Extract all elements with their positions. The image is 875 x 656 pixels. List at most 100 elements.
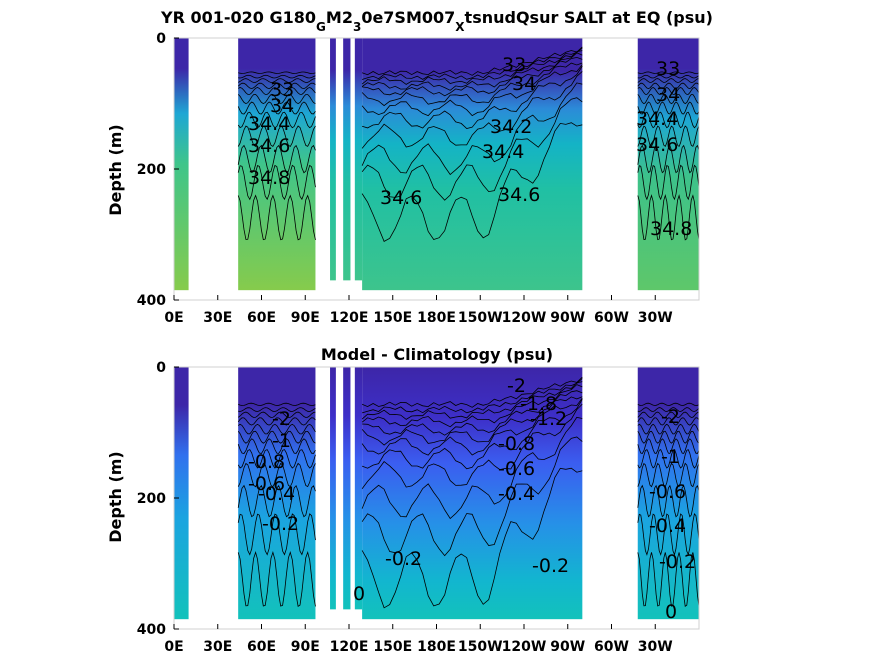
contour-line xyxy=(637,402,700,406)
x-tick-label: 30E xyxy=(203,310,232,326)
contour-line xyxy=(237,513,316,556)
ocean-block xyxy=(330,38,336,281)
x-tick-label: 0E xyxy=(164,639,183,655)
x-tick-label: 60E xyxy=(247,639,276,655)
contour-line xyxy=(361,65,583,129)
y-tick-label: 400 xyxy=(137,293,166,309)
contour-line xyxy=(637,164,700,201)
contour-line xyxy=(637,484,700,518)
x-tick-label: 150W xyxy=(458,639,503,655)
contour-label: 34 xyxy=(270,95,294,117)
contour-line xyxy=(637,144,700,174)
panel2-plot: 0E 30E 60E 90E 120E 150E 180E 150W 120W 90W 60W 30W… xyxy=(137,360,700,655)
y-tick-label: 0 xyxy=(156,360,166,376)
contour-line xyxy=(361,47,583,80)
y-tick-label: 200 xyxy=(137,491,166,507)
contour-label: -0.6 xyxy=(248,473,285,495)
x-tick-label: 30W xyxy=(638,639,673,655)
contour-line xyxy=(238,71,316,74)
contour-line xyxy=(238,407,316,412)
contour-line xyxy=(362,56,583,97)
title-part-4: 3 xyxy=(353,20,361,34)
contour-line xyxy=(637,101,700,115)
x-tick-label: 60W xyxy=(594,310,629,326)
contour-line xyxy=(637,462,700,488)
title-part-2: G xyxy=(316,20,326,34)
contour-line xyxy=(637,93,700,105)
contour-label: 34.4 xyxy=(248,113,290,135)
ocean-block xyxy=(354,38,363,281)
contour-line xyxy=(362,390,583,436)
x-tick-label: 150W xyxy=(458,310,503,326)
panel2-ylabel: Depth (m) xyxy=(106,451,125,543)
panel1-plot: 0E 30E 60E 90E 120E 150E 180E 150W 120W 90W 60W 30W… xyxy=(137,31,700,326)
contour-label: -0.8 xyxy=(498,433,535,455)
contour-line xyxy=(637,87,700,95)
contour-line xyxy=(637,430,700,444)
ocean-block xyxy=(330,367,336,610)
contour-label: 34.4 xyxy=(636,108,678,130)
contour-label: -0.4 xyxy=(258,483,295,505)
contour-label: -2 xyxy=(507,375,526,397)
contour-label: 34.6 xyxy=(380,187,422,209)
contour-label: -2 xyxy=(661,406,680,428)
contour-label: 34.2 xyxy=(490,116,532,138)
x-tick-label: 90E xyxy=(291,639,320,655)
contour-line xyxy=(237,101,316,115)
contour-label: 33 xyxy=(270,79,294,101)
contour-line xyxy=(637,513,700,556)
contour-line xyxy=(237,423,316,435)
contour-line xyxy=(237,551,316,607)
ocean-block xyxy=(354,367,363,610)
contour-line xyxy=(361,122,583,242)
x-tick-label: 60E xyxy=(247,310,276,326)
contour-line xyxy=(237,144,316,174)
x-tick-label: 120E xyxy=(330,310,369,326)
contour-line xyxy=(361,50,583,85)
panel1-ylabel: Depth (m) xyxy=(106,124,125,216)
contour-line xyxy=(637,438,700,454)
ocean-block xyxy=(174,38,189,291)
x-tick-label: 90W xyxy=(550,639,585,655)
contour-line xyxy=(238,402,316,406)
contour-label: -0.6 xyxy=(498,458,535,480)
contour-label: -0.2 xyxy=(262,513,299,535)
panel1-title: YR 001-020 G180GM230e7SM007XtsnudQsur SA… xyxy=(160,8,713,34)
x-tick-label: 90E xyxy=(291,310,320,326)
contour-line xyxy=(237,449,316,469)
contour-label: 34 xyxy=(656,84,680,106)
title-part-7: tsnudQsur SALT at EQ (psu) xyxy=(465,8,713,27)
x-tick-label: 150E xyxy=(373,310,412,326)
ocean-block xyxy=(362,38,583,291)
contour-line xyxy=(361,71,583,149)
title-part-3: M2 xyxy=(326,8,353,27)
contour-line xyxy=(361,97,583,201)
contour-label: -0.4 xyxy=(498,483,535,505)
contour-line xyxy=(361,397,583,456)
contour-line xyxy=(361,52,583,91)
contour-line xyxy=(237,417,316,426)
contour-line xyxy=(637,82,700,90)
ocean-block xyxy=(343,38,351,281)
contour-line xyxy=(361,46,583,76)
contour-line xyxy=(361,467,583,609)
contour-line xyxy=(361,399,583,470)
title-part-1: YR 001-020 G180 xyxy=(160,8,316,27)
title-part-5: 0e7SM007 xyxy=(361,8,455,27)
y-tick-label: 0 xyxy=(156,31,166,47)
contour-label: -1.8 xyxy=(520,393,557,415)
contour-line xyxy=(237,82,316,90)
contour-line xyxy=(637,194,700,241)
x-tick-label: 0E xyxy=(164,310,183,326)
contour-line xyxy=(637,74,700,79)
contour-line xyxy=(361,436,583,557)
x-tick-label: 90W xyxy=(550,310,585,326)
x-tick-label: 30E xyxy=(203,639,232,655)
x-tick-label: 150E xyxy=(373,639,412,655)
title-part-6: X xyxy=(455,20,465,34)
contour-label: 0 xyxy=(353,583,365,605)
ocean-block xyxy=(343,367,351,610)
contour-label: 34.8 xyxy=(248,167,290,189)
contour-label: 34.6 xyxy=(498,184,540,206)
